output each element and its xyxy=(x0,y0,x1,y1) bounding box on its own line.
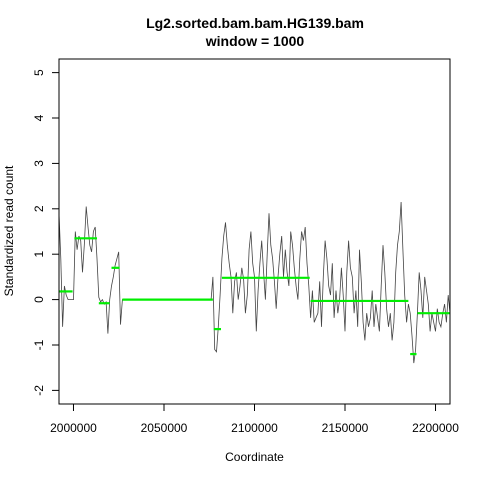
x-tick-label-1: 2050000 xyxy=(141,421,188,435)
y-axis-label: Standardized read count xyxy=(2,165,16,296)
x-axis: 2000000 2050000 2100000 2150000 2200000 xyxy=(50,404,459,435)
y-tick-label-7: 5 xyxy=(32,69,46,76)
plot-area xyxy=(58,201,451,364)
x-tick-label-4: 2200000 xyxy=(412,421,459,435)
x-tick-label-0: 2000000 xyxy=(50,421,97,435)
y-tick-label-3: 1 xyxy=(32,251,46,258)
x-axis-label: Coordinate xyxy=(225,450,284,464)
y-tick-label-6: 4 xyxy=(32,114,46,121)
chart-title-line-2: window = 1000 xyxy=(205,33,305,49)
chart-title-line-1: Lg2.sorted.bam.bam.HG139.bam xyxy=(146,15,364,31)
y-axis: -2 -1 0 1 2 3 4 5 xyxy=(32,69,59,396)
plot-frame xyxy=(58,58,451,405)
y-tick-label-5: 3 xyxy=(32,160,46,167)
x-tick-label-2: 2100000 xyxy=(231,421,278,435)
y-tick-label-0: -2 xyxy=(32,385,46,396)
read-count-line xyxy=(58,201,451,364)
y-tick-label-1: -1 xyxy=(32,339,46,350)
y-tick-label-2: 0 xyxy=(32,296,46,303)
y-tick-label-4: 2 xyxy=(32,205,46,212)
x-tick-label-3: 2150000 xyxy=(322,421,369,435)
